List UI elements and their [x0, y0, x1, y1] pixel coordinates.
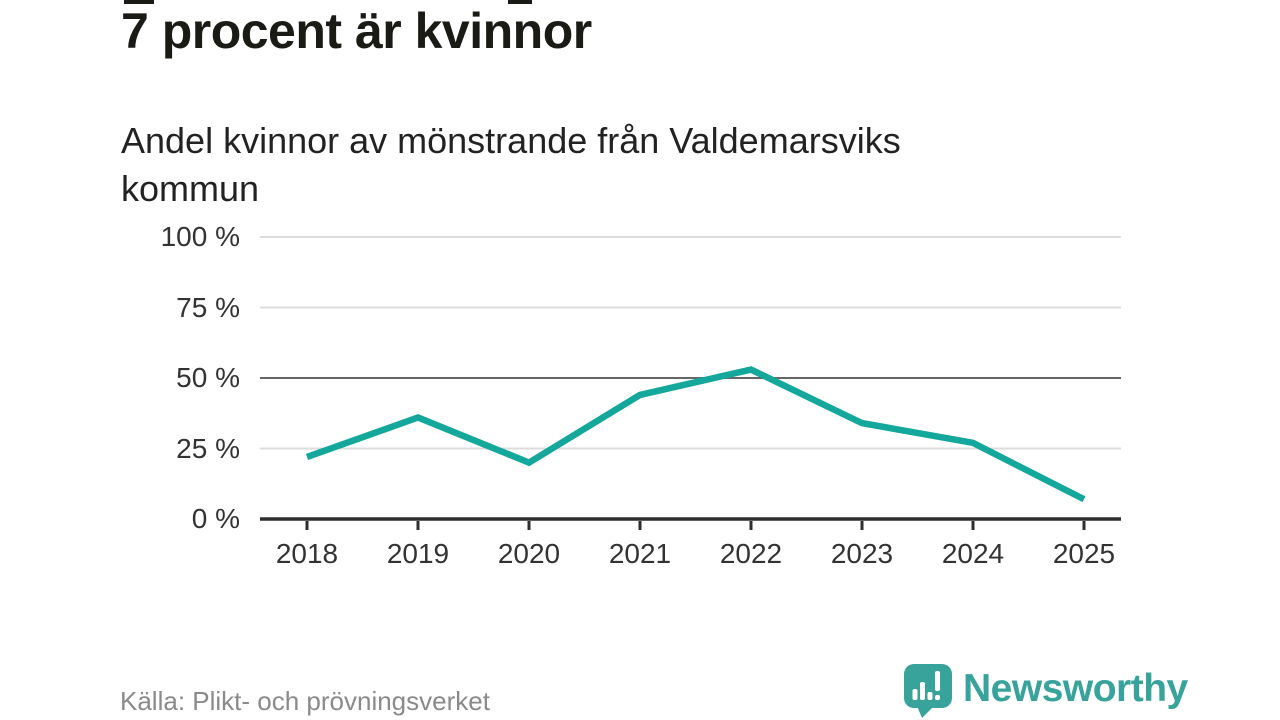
chart-title: 7 procent är kvinnor	[121, 3, 592, 59]
x-tick-label: 2022	[719, 538, 783, 569]
data-line-series	[305, 366, 1086, 503]
x-tick-label: 2019	[386, 538, 450, 569]
newsworthy-logo: Newsworthy	[903, 663, 1188, 719]
chart-subtitle: Andel kvinnor av mönstrande från Valdema…	[121, 120, 901, 209]
newsworthy-wordmark: Newsworthy	[963, 667, 1188, 710]
y-tick-label: 0 %	[191, 503, 240, 534]
x-tick-label: 2025	[1052, 538, 1116, 569]
newsworthy-chart-speech-bubble-icon	[904, 664, 952, 718]
y-tick-label: 100 %	[160, 221, 240, 252]
x-tick-label: 2020	[497, 538, 561, 569]
x-tick-label: 2021	[608, 538, 672, 569]
clipped-text-artifact	[508, 0, 532, 4]
x-tick-label: 2018	[275, 538, 339, 569]
clipped-text-artifact	[124, 0, 154, 4]
source-note: Källa: Plikt- och prövningsverket	[120, 686, 490, 716]
y-tick-label: 25 %	[176, 432, 240, 464]
y-tick-label: 75 %	[176, 291, 240, 323]
x-tick-label: 2024	[941, 538, 1005, 569]
y-tick-label: 50 %	[176, 362, 240, 393]
x-tick-label: 2023	[830, 538, 894, 569]
